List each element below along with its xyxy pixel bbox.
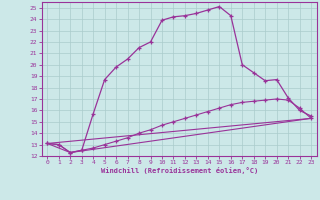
X-axis label: Windchill (Refroidissement éolien,°C): Windchill (Refroidissement éolien,°C) [100, 167, 258, 174]
